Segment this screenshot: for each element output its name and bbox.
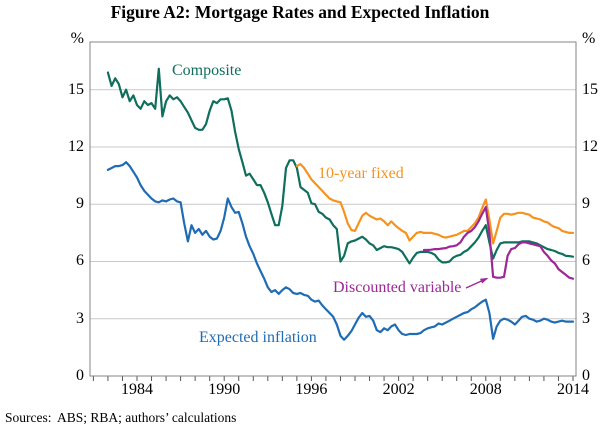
y-axis-label-right-6: 6	[582, 252, 590, 270]
x-axis-label-2002: 2002	[382, 381, 415, 398]
y-axis-label-left-3: 3	[76, 309, 84, 327]
y-axis-label-right-15: 15	[582, 80, 598, 98]
x-axis-label-2008: 2008	[469, 381, 502, 398]
y-axis-label-right-9: 9	[582, 195, 590, 213]
y-axis-label-right-3: 3	[582, 309, 590, 327]
y-axis-label-left-6: 6	[76, 252, 84, 270]
series-10-year-fixed-line	[295, 163, 575, 245]
x-axis-label-1990: 1990	[208, 381, 241, 398]
plot-frame	[89, 41, 577, 377]
figure-title: Figure A2: Mortgage Rates and Expected I…	[110, 2, 490, 22]
percent-symbol-left: %	[70, 30, 84, 47]
y-axis-label-left-12: 12	[68, 137, 84, 155]
x-axis-label-1984: 1984	[121, 381, 153, 398]
percent-symbol-right: %	[582, 30, 596, 47]
series-expected-inflation-line	[106, 161, 575, 341]
series-label-composite: Composite	[172, 62, 242, 79]
sources-note: Sources: ABS; RBA; authors’ calculations	[5, 410, 236, 426]
series-composite-line	[106, 67, 575, 265]
sources-label: Sources:	[5, 410, 52, 425]
x-axis-label-2014: 2014	[556, 381, 589, 398]
series-label-discounted-variable: Discounted variable	[333, 279, 462, 296]
series-discounted-variable-line	[422, 206, 575, 280]
series-label-10-year-fixed: 10-year fixed	[318, 165, 404, 182]
annotation-arrow-head	[480, 277, 489, 284]
y-axis-label-right-12: 12	[582, 137, 598, 155]
y-axis-label-left-15: 15	[68, 80, 84, 98]
sources-text: ABS; RBA; authors’ calculations	[57, 410, 237, 425]
y-axis-label-left-9: 9	[76, 195, 84, 213]
x-axis-label-1996: 1996	[295, 381, 328, 398]
y-axis-label-right-0: 0	[582, 367, 590, 384]
series-label-expected-inflation: Expected inflation	[199, 329, 317, 346]
y-axis-label-left-0: 0	[76, 367, 84, 384]
